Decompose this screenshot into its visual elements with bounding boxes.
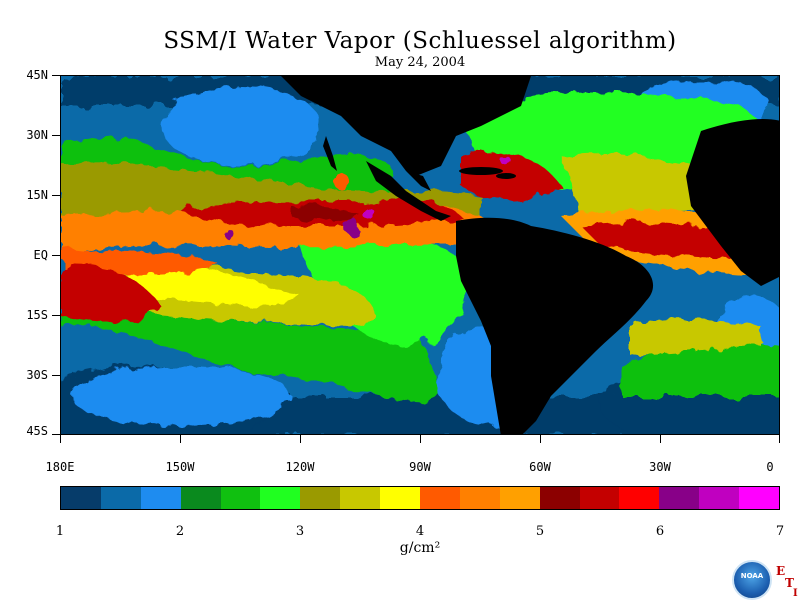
- colorbar-swatch: [100, 487, 141, 509]
- colorbar-label: 2: [175, 524, 185, 539]
- lon-label-0: 0: [766, 460, 774, 474]
- lon-label-60w: 60W: [529, 460, 551, 474]
- colorbar-swatch: [140, 487, 181, 509]
- lat-tick: [52, 434, 60, 435]
- lat-label-45s: 45S: [26, 424, 48, 438]
- colorbar-swatch: [220, 487, 261, 509]
- lat-tick: [52, 135, 60, 136]
- colorbar-swatch: [579, 487, 620, 509]
- corner-letter: T: [785, 576, 794, 590]
- lon-label-180e: 180E: [45, 460, 75, 474]
- lat-tick: [52, 315, 60, 316]
- water-vapor-map: [60, 75, 780, 435]
- lon-tick: [300, 435, 301, 443]
- colorbar-label: 3: [295, 524, 305, 539]
- corner-letter: I: [793, 588, 798, 599]
- colorbar-label: 6: [655, 524, 665, 539]
- map-title: SSM/I Water Vapor (Schluessel algorithm): [163, 28, 677, 54]
- lon-label-90w: 90W: [409, 460, 431, 474]
- colorbar-label: 7: [775, 524, 785, 539]
- lon-label-120w: 120W: [285, 460, 315, 474]
- colorbar-label: 5: [535, 524, 545, 539]
- lat-label-15n: 15N: [26, 188, 48, 202]
- colorbar-swatch: [61, 487, 101, 509]
- lat-label-15s: 15S: [26, 308, 48, 322]
- lon-label-150w: 150W: [165, 460, 195, 474]
- colorbar-unit: g/cm²: [399, 540, 441, 556]
- lon-label-30w: 30W: [649, 460, 671, 474]
- colorbar-swatch: [300, 487, 341, 509]
- lat-label-45n: 45N: [26, 68, 48, 82]
- lat-label-30s: 30S: [26, 368, 48, 382]
- lat-tick: [52, 255, 60, 256]
- land-masses: [281, 76, 779, 434]
- colorbar-swatch: [180, 487, 221, 509]
- lat-tick: [52, 375, 60, 376]
- map-date: May 24, 2004: [374, 55, 466, 70]
- colorbar-swatch: [659, 487, 700, 509]
- lat-tick: [52, 75, 60, 76]
- lat-label-30n: 30N: [26, 128, 48, 142]
- lon-tick: [540, 435, 541, 443]
- noaa-logo-text: NOAA: [740, 572, 764, 580]
- corner-letter: E: [776, 564, 786, 578]
- colorbar-swatch: [459, 487, 500, 509]
- lon-tick: [660, 435, 661, 443]
- colorbar-label: 4: [415, 524, 425, 539]
- lon-tick: [180, 435, 181, 443]
- colorbar-swatch: [699, 487, 740, 509]
- colorbar-swatch: [420, 487, 460, 509]
- lon-tick: [779, 435, 780, 443]
- colorbar-swatch: [739, 487, 780, 509]
- colorbar-swatch: [619, 487, 660, 509]
- colorbar: [60, 486, 780, 510]
- colorbar-swatch: [499, 487, 540, 509]
- noaa-logo-icon: NOAA: [732, 560, 772, 600]
- colorbar-swatch: [380, 487, 421, 509]
- lon-tick: [420, 435, 421, 443]
- lat-label-eq: EQ: [33, 248, 48, 262]
- colorbar-swatch: [539, 487, 580, 509]
- colorbar-label: 1: [55, 524, 65, 539]
- colorbar-swatch: [340, 487, 381, 509]
- lon-tick: [60, 435, 61, 443]
- colorbar-swatch: [260, 487, 301, 509]
- lat-tick: [52, 195, 60, 196]
